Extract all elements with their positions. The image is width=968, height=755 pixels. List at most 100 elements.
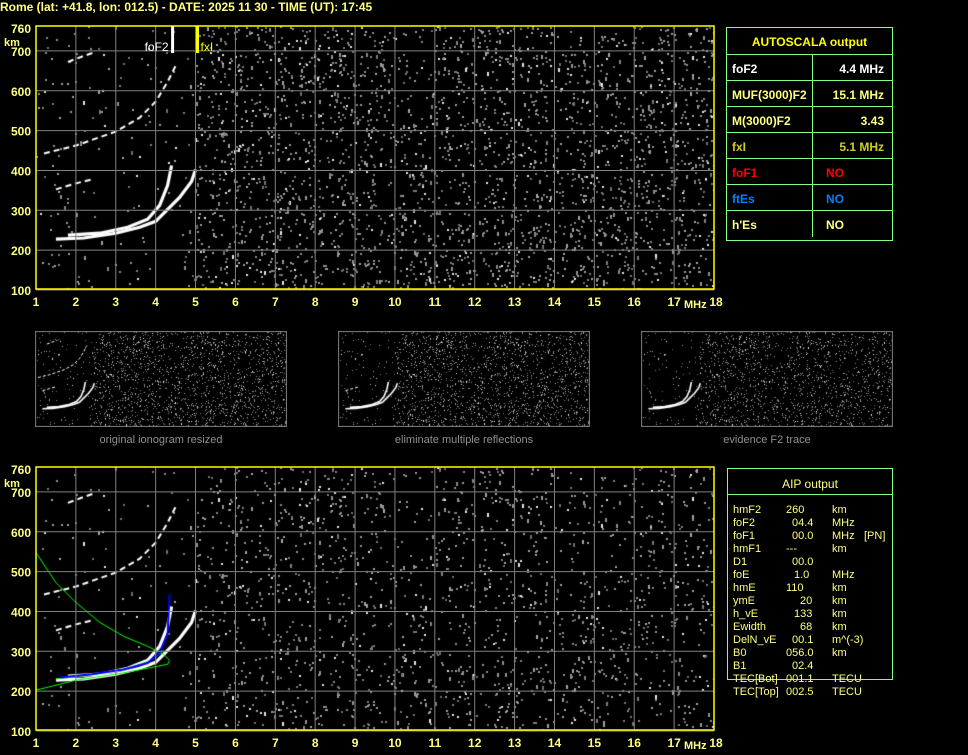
aip-ionogram-x-tick: 4 (152, 736, 159, 750)
top-ionogram-x-tick: 18 (709, 295, 723, 309)
param-value: NO (826, 166, 844, 180)
param-label: M(3000)F2 (732, 114, 791, 128)
param-value: NO (826, 218, 844, 232)
aip-ionogram-y-tick: 700 (11, 486, 31, 500)
aip-value: 02.4 (792, 660, 814, 672)
top-ionogram-x-tick: 16 (628, 295, 642, 309)
top-ionogram-y-tick: 200 (11, 244, 31, 258)
aip-label: hmF2 (733, 504, 762, 516)
autoscala-row-muf3000f2: MUF(3000)F2 15.1 MHz (727, 80, 892, 107)
aip-ionogram-x-tick: 16 (628, 736, 642, 750)
top-ionogram-x-tick: 12 (468, 295, 482, 309)
aip-unit: TECU (832, 686, 862, 698)
aip-label: B0 (733, 647, 747, 659)
aip-unit: MHz (832, 517, 855, 529)
aip-unit: km (832, 543, 847, 555)
aip-ionogram-x-tick: 17 (667, 736, 681, 750)
autoscala-row-fof2: foF2 4.4 MHz (727, 54, 892, 81)
aip-unit: MHz (832, 530, 855, 542)
aip-ionogram-frame (35, 466, 715, 731)
aip-ionogram-y-tick: 600 (11, 526, 31, 540)
aip-ionogram-x-tick: 12 (468, 736, 482, 750)
aip-value: 260 (786, 504, 805, 516)
aip-label: foF1 (733, 530, 756, 542)
param-value: 15.1 MHz (832, 88, 884, 102)
aip-value: 133 (794, 608, 813, 620)
thumbnail-caption: eliminate multiple reflections (394, 434, 534, 446)
top-ionogram-x-tick: 15 (588, 295, 602, 309)
aip-unit: m^(-3) (832, 634, 864, 646)
aip-value: 20 (800, 595, 813, 607)
column-divider (812, 133, 813, 159)
aip-ionogram-x-tick: 5 (192, 736, 199, 750)
aip-value: 00.0 (792, 556, 814, 568)
top-ionogram-x-tick: 1 (33, 295, 40, 309)
top-ionogram-x-tick: 10 (388, 295, 402, 309)
header-title: Rome (lat: +41.8, lon: 012.5) - DATE: 20… (0, 0, 373, 14)
aip-ionogram-x-tick: 10 (388, 736, 402, 750)
aip-value: 002.5 (786, 686, 814, 698)
top-ionogram-x-tick: 11 (428, 295, 441, 309)
aip-value: 001.1 (786, 673, 814, 685)
autoscala-row-hes: h'Es NO (727, 210, 892, 237)
aip-ionogram-x-tick: 7 (272, 736, 279, 750)
autoscala-title: AUTOSCALA output (751, 35, 868, 49)
aip-ionogram-y-tick: 100 (11, 725, 31, 739)
top-ionogram-x-tick: 14 (548, 295, 562, 309)
param-value: NO (826, 192, 844, 206)
thumbnail-multiple-removed (338, 331, 590, 427)
aip-label: DelN_vE (733, 634, 777, 646)
aip-ionogram-x-tick: 14 (548, 736, 562, 750)
param-label: foF2 (732, 62, 758, 76)
param-value: 5.1 MHz (839, 140, 884, 154)
aip-ionogram-x-tick: 18 (709, 736, 723, 750)
aip-ionogram-x-unit: MHz (684, 740, 707, 752)
aip-ionogram-y-tick: 500 (11, 566, 31, 580)
aip-value: 00.1 (792, 634, 814, 646)
aip-divider (728, 494, 892, 495)
aip-title: AIP output (782, 477, 838, 491)
aip-label: TEC[Bot] (733, 673, 778, 685)
aip-label: hmE (733, 582, 756, 594)
aip-ionogram-x-tick: 1 (33, 736, 40, 750)
aip-value: 04.4 (792, 517, 814, 529)
thumbnail-f2-trace (641, 331, 893, 427)
ionogram-top-canvas (36, 26, 714, 289)
column-divider (812, 211, 813, 237)
aip-ionogram-x-tick: 15 (588, 736, 602, 750)
aip-unit: km (832, 504, 847, 516)
aip-value: 056.0 (786, 647, 814, 659)
aip-ionogram-y-tick: 760 (11, 463, 31, 477)
aip-unit: km (832, 608, 847, 620)
aip-value: 00.0 (792, 530, 814, 542)
aip-unit: MHz (832, 569, 855, 581)
top-ionogram-y-tick: 300 (11, 204, 31, 218)
aip-label: foE (733, 569, 750, 581)
top-ionogram-x-tick: 3 (112, 295, 119, 309)
param-value: 4.4 MHz (839, 62, 884, 76)
aip-ionogram-x-tick: 6 (232, 736, 239, 750)
aip-unit: km (832, 595, 847, 607)
aip-label: D1 (733, 556, 748, 568)
top-ionogram-y-unit: km (4, 37, 20, 49)
param-value: 3.43 (860, 114, 884, 128)
top-ionogram-x-unit: MHz (684, 299, 707, 311)
aip-label: Ewidth (733, 621, 767, 633)
aip-ionogram-x-tick: 13 (508, 736, 522, 750)
autoscala-row-fof1: foF1 NO (727, 158, 892, 185)
thumbnail-original (35, 331, 287, 427)
autoscala-row-ftes: ftEs NO (727, 184, 892, 211)
aip-flag: [PN] (864, 530, 886, 542)
aip-value: 68 (800, 621, 813, 633)
param-label: MUF(3000)F2 (732, 88, 807, 102)
top-ionogram-x-tick: 8 (312, 295, 319, 309)
thumbnail-caption: evidence F2 trace (723, 434, 811, 446)
top-ionogram-x-tick: 4 (152, 295, 159, 309)
autoscala-row-fxi: fxI 5.1 MHz (727, 132, 892, 159)
column-divider (812, 107, 813, 133)
aip-label: h_vE (733, 608, 759, 620)
thumbnail-caption: original ionogram resized (99, 434, 223, 446)
top-ionogram-y-tick: 500 (11, 125, 31, 139)
param-label: fxI (732, 140, 747, 154)
autoscala-row-m3000f2: M(3000)F2 3.43 (727, 106, 892, 133)
